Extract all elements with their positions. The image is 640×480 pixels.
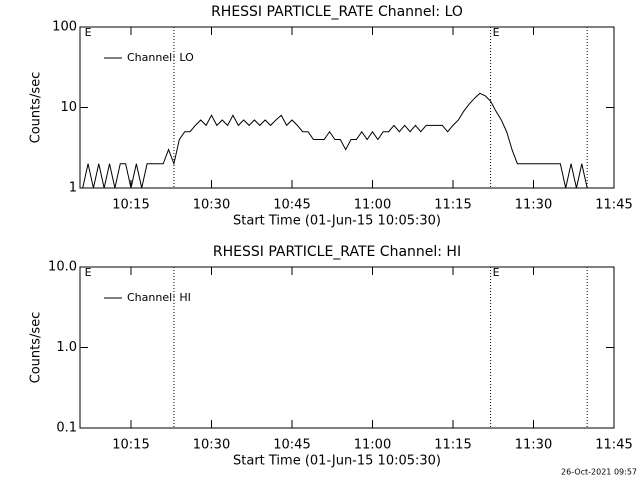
y-tick-label: 10: [60, 100, 77, 115]
annotation: E: [493, 26, 500, 39]
x-axis-label: Start Time (01-Jun-15 10:05:30): [233, 454, 441, 469]
x-tick-label: 11:00: [354, 198, 391, 213]
y-tick-label: 0.1: [56, 421, 77, 436]
y-axis-label: Counts/sec: [29, 312, 44, 384]
x-tick-label: 10:45: [273, 198, 310, 213]
x-axis-label: Start Time (01-Jun-15 10:05:30): [233, 214, 441, 229]
legend-label: Channel: LO: [127, 51, 194, 64]
data-line: [82, 92, 588, 189]
x-tick-label: 11:15: [434, 438, 471, 453]
x-tick-label: 10:30: [193, 198, 230, 213]
legend-label: Channel: HI: [127, 291, 191, 304]
footer-timestamp: 26-Oct-2021 09:57: [561, 468, 637, 477]
x-tick-label: 11:30: [515, 438, 552, 453]
annotation: E: [85, 266, 92, 279]
y-tick-label: 10.0: [48, 260, 77, 275]
y-tick-label: 1.0: [56, 340, 77, 355]
annotation: E: [493, 266, 500, 279]
x-tick-label: 11:15: [434, 198, 471, 213]
chart-title: RHESSI PARTICLE_RATE Channel: HI: [213, 244, 461, 260]
x-tick-label: 10:15: [112, 198, 149, 213]
x-tick-label: 11:30: [515, 198, 552, 213]
x-tick-label: 10:15: [112, 438, 149, 453]
y-axis-label: Counts/sec: [29, 72, 44, 144]
annotation: E: [85, 26, 92, 39]
x-tick-label: 10:30: [193, 438, 230, 453]
y-tick-label: 100: [52, 20, 77, 35]
y-tick-label: 1: [69, 181, 77, 196]
x-tick-label: 10:45: [273, 438, 310, 453]
x-tick-label: 11:00: [354, 438, 391, 453]
chart-title: RHESSI PARTICLE_RATE Channel: LO: [211, 4, 463, 20]
x-tick-label: 11:45: [595, 198, 632, 213]
x-tick-label: 11:45: [595, 438, 632, 453]
